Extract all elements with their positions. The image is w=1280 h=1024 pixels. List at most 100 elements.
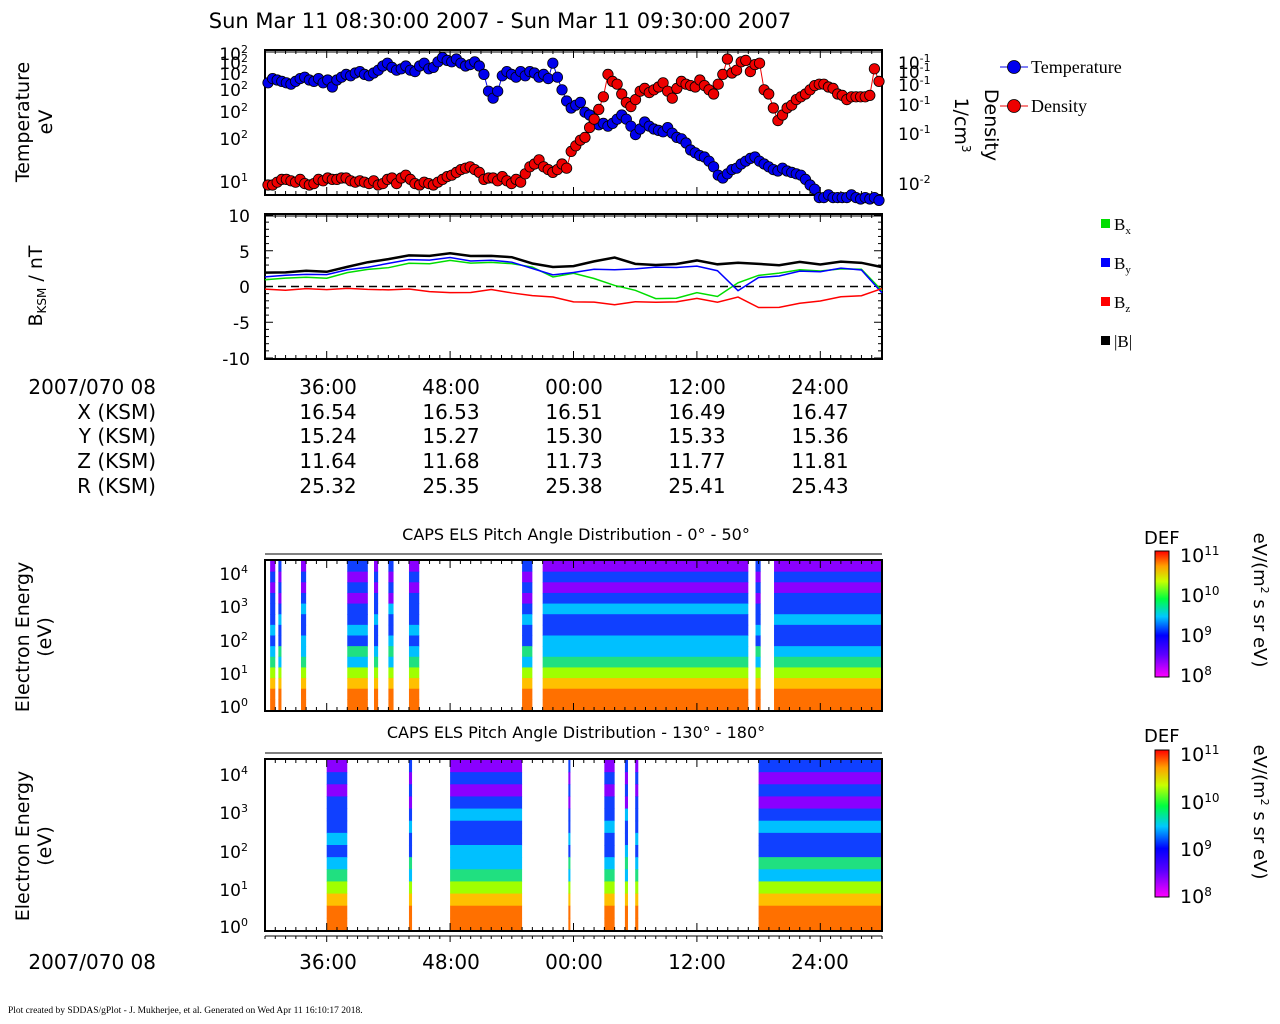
ephem-value: 25.43	[791, 473, 849, 498]
spectrogram-cell	[300, 571, 307, 583]
ephem-column-1: 36:00 16.54 15.24 11.64 25.32	[273, 375, 383, 499]
ephem-value: 15.36	[791, 424, 849, 449]
spectrogram-cell	[755, 656, 761, 668]
spectrogram-cell	[326, 905, 348, 919]
spectrogram-cell	[374, 603, 379, 615]
spectrogram-cell	[755, 667, 761, 679]
spectrogram-cell	[347, 561, 368, 573]
spectrogram-cell	[774, 603, 882, 615]
density-marker	[740, 54, 752, 67]
spectrogram-cell	[374, 656, 379, 668]
spectrogram-cell	[408, 832, 413, 846]
ephem-value: 16.51	[545, 399, 603, 424]
spectrogram-cell	[450, 869, 523, 882]
bfield-tick-label: -10	[222, 350, 250, 370]
spectrogram-cell	[408, 917, 413, 931]
spectrogram-cell	[635, 917, 639, 931]
spectrogram-cell	[624, 917, 629, 931]
spectrogram-cell	[522, 614, 533, 626]
ephem-value: 25.32	[299, 473, 357, 498]
spectrogram-cell	[450, 808, 523, 822]
spectrogram-cell	[568, 917, 571, 931]
spectrogram-cell	[758, 772, 882, 785]
spectrogram-cell	[774, 667, 882, 679]
spectrogram-cell	[568, 893, 571, 907]
spectrogram-cell	[408, 582, 420, 594]
density-marker	[666, 92, 678, 104]
spectrogram-cell	[450, 796, 523, 810]
spectrogram-cell	[542, 624, 749, 636]
spectrogram-cell	[522, 688, 533, 700]
spectrogram-cell	[270, 635, 276, 647]
spectrogram-cell	[408, 624, 420, 636]
spectrogram-cell	[624, 857, 629, 870]
colorbar-tick: 109	[1180, 838, 1212, 861]
spectrogram-cell	[635, 869, 639, 882]
density-marker	[763, 88, 775, 100]
spectrogram-cell	[270, 667, 276, 679]
spectrogram-cell	[388, 561, 394, 573]
colorbar-unit: eV/(m2 s sr eV)	[1249, 745, 1271, 880]
spectrogram-cell	[635, 820, 639, 834]
footer-credit: Plot created by SDDAS/gPlot - J. Mukherj…	[8, 1006, 363, 1016]
moments-panel: 102 102 102 102 102 102 101 10-1 10-1 10…	[12, 43, 1122, 206]
time-tick-label: 48:00	[422, 375, 480, 399]
spectrogram-cell	[408, 561, 420, 573]
spectrogram-cell	[522, 699, 533, 711]
spectrogram-cell	[408, 820, 413, 834]
density-axis-unit: 1/cm3	[950, 97, 973, 152]
spectrogram-cell	[774, 656, 882, 668]
plot-title: Sun Mar 11 08:30:00 2007 - Sun Mar 11 09…	[208, 9, 792, 33]
els2-tick-label: 102	[219, 841, 248, 863]
spectrogram-cell	[758, 820, 882, 834]
spectrogram-cell	[755, 614, 761, 626]
temp-tick-label: 102	[219, 63, 248, 85]
spectrogram-cell	[604, 881, 615, 895]
spectrogram-cell	[450, 857, 523, 870]
spectrogram-cell	[450, 881, 523, 895]
spectrogram-cell	[758, 905, 882, 919]
spectrogram-cell	[408, 699, 420, 711]
magnetic-field-panel: 10 5 0 -5 -10 BKSM / nT Bx By Bz |B|	[25, 207, 1132, 370]
els2-tick-label: 103	[219, 802, 248, 824]
ephem-column-3: 00:00 16.51 15.30 11.73 25.38	[519, 375, 629, 499]
spectrogram-cell	[270, 688, 276, 700]
spectrogram-cell	[388, 624, 394, 636]
spectrogram-cell	[542, 603, 749, 615]
density-marker	[579, 131, 591, 143]
spectrogram-cell	[522, 646, 533, 658]
legend-temperature-label: Temperature	[1031, 57, 1122, 77]
spectrogram-cell	[408, 614, 420, 626]
spectrogram-cell	[278, 635, 282, 647]
ephem-value: 11.73	[545, 449, 603, 474]
spectrogram-cell	[604, 869, 615, 882]
spectrogram-cell	[604, 917, 615, 931]
spectrogram-cell	[635, 772, 639, 785]
spectrogram-cell	[374, 571, 379, 583]
ephem-value: 15.33	[668, 424, 726, 449]
spectrogram-cell	[568, 869, 571, 882]
els-130-180-spectrogram	[326, 760, 882, 931]
spectrogram-cell	[774, 614, 882, 626]
spectrogram-cell	[388, 646, 394, 658]
spectrogram-cell	[408, 893, 413, 907]
spectrogram-cell	[522, 561, 533, 573]
spectrogram-cell	[300, 603, 307, 615]
spectrogram-cell	[278, 561, 282, 573]
spectrogram-cell	[635, 893, 639, 907]
spectrogram-cell	[278, 614, 282, 626]
spectrogram-cell	[568, 760, 571, 773]
spectrogram-cell	[604, 893, 615, 907]
time-start-label: 2007/070 08	[28, 375, 156, 399]
spectrogram-cell	[755, 646, 761, 658]
spectrogram-cell	[347, 688, 368, 700]
spectrogram-cell	[755, 699, 761, 711]
spectrogram-cell	[270, 582, 276, 594]
ephem-value: 15.27	[422, 424, 480, 449]
spectrogram-cell	[450, 832, 523, 846]
legend-density-label: Density	[1031, 96, 1087, 116]
density-series	[262, 53, 885, 191]
spectrogram-cell	[568, 784, 571, 797]
spectrogram-cell	[408, 905, 413, 919]
spectrogram-cell	[758, 784, 882, 797]
